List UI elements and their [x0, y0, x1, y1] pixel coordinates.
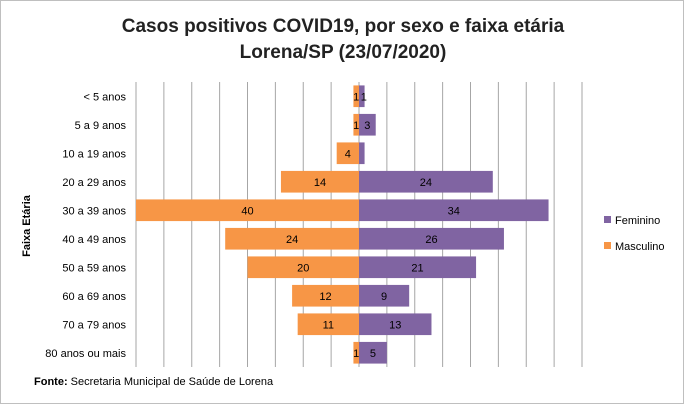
bar-feminino-row-2	[359, 142, 365, 165]
tick-label-row-6: 50 a 59 anos	[62, 262, 126, 274]
data-label-masculino-row-5: 24	[286, 234, 298, 246]
source-note: Fonte: Secretaria Municipal de Saúde de …	[34, 376, 274, 388]
bar-masculino-row-1	[353, 113, 359, 136]
tick-label-row-2: 10 a 19 anos	[62, 148, 126, 160]
bar-feminino-row-1	[359, 113, 376, 136]
tick-label-row-8: 70 a 79 anos	[62, 319, 126, 331]
data-label-masculino-row-9: 1	[353, 348, 359, 360]
legend-label-masculino: Masculino	[615, 241, 665, 253]
bar-feminino-row-4	[359, 199, 549, 222]
tick-label-row-9: 80 anos ou mais	[45, 348, 126, 360]
bar-masculino-row-6	[247, 256, 359, 279]
data-label-masculino-row-7: 12	[319, 291, 331, 303]
data-label-masculino-row-4: 40	[241, 205, 253, 217]
data-label-masculino-row-8: 11	[323, 319, 334, 331]
chart-title-line-2: Lorena/SP (23/07/2020)	[240, 42, 447, 63]
data-label-feminino-row-9: 5	[370, 348, 376, 360]
data-label-masculino-row-3: 14	[314, 177, 326, 189]
tick-label-row-5: 40 a 49 anos	[62, 234, 126, 246]
bar-feminino-row-9	[359, 341, 387, 364]
bar-feminino-row-6	[359, 256, 477, 279]
data-label-feminino-row-1: 3	[364, 120, 370, 132]
y-axis-title: Faixa Etária	[21, 194, 33, 257]
tick-label-row-3: 20 a 29 anos	[62, 177, 126, 189]
data-label-masculino-row-0: 1	[353, 91, 359, 103]
legend-label-feminino: Feminino	[615, 215, 660, 227]
tick-label-row-1: 5 a 9 anos	[75, 120, 127, 132]
tick-label-row-4: 30 a 39 anos	[62, 205, 126, 217]
data-label-masculino-row-1: 1	[353, 120, 359, 132]
bar-masculino-row-2	[336, 142, 359, 165]
data-label-feminino-row-7: 9	[381, 291, 387, 303]
legend-swatch-feminino	[604, 216, 611, 223]
bar-feminino-row-7	[359, 284, 410, 307]
chart-title-line-1: Casos positivos COVID19, por sexo e faix…	[122, 16, 565, 37]
bar-masculino-row-9	[353, 341, 359, 364]
gridlines	[135, 82, 583, 367]
bar-masculino-row-7	[292, 284, 359, 307]
legend: Feminino Masculino	[604, 215, 665, 253]
tick-label-row-7: 60 a 69 anos	[62, 291, 126, 303]
bar-masculino-row-4	[136, 199, 359, 222]
data-label-feminino-row-6: 21	[411, 262, 423, 274]
bar-masculino-row-3	[280, 170, 359, 193]
data-label-feminino-row-0: 1	[361, 91, 367, 103]
data-label-feminino-row-5: 26	[425, 234, 437, 246]
data-label-feminino-row-3: 24	[420, 177, 432, 189]
source-label: Fonte:	[34, 376, 68, 388]
bar-feminino-row-5	[359, 227, 504, 250]
bar-feminino-row-0	[359, 85, 365, 108]
bar-feminino-row-3	[359, 170, 493, 193]
data-label-masculino-row-6: 20	[297, 262, 309, 274]
data-label-feminino-row-8: 13	[389, 319, 401, 331]
source-text: Secretaria Municipal de Saúde de Lorena	[68, 376, 274, 388]
bar-masculino-row-8	[297, 313, 359, 336]
bar-masculino-row-5	[225, 227, 359, 250]
data-label-masculino-row-2: 4	[345, 148, 351, 160]
bar-feminino-row-8	[359, 313, 432, 336]
data-label-feminino-row-4: 34	[448, 205, 460, 217]
category-tick-labels: < 5 anos 5 a 9 anos 10 a 19 anos 20 a 29 an…	[45, 91, 126, 360]
tick-label-row-0: < 5 anos	[83, 91, 126, 103]
bar-masculino-row-0	[353, 85, 359, 108]
legend-swatch-masculino	[604, 242, 611, 249]
